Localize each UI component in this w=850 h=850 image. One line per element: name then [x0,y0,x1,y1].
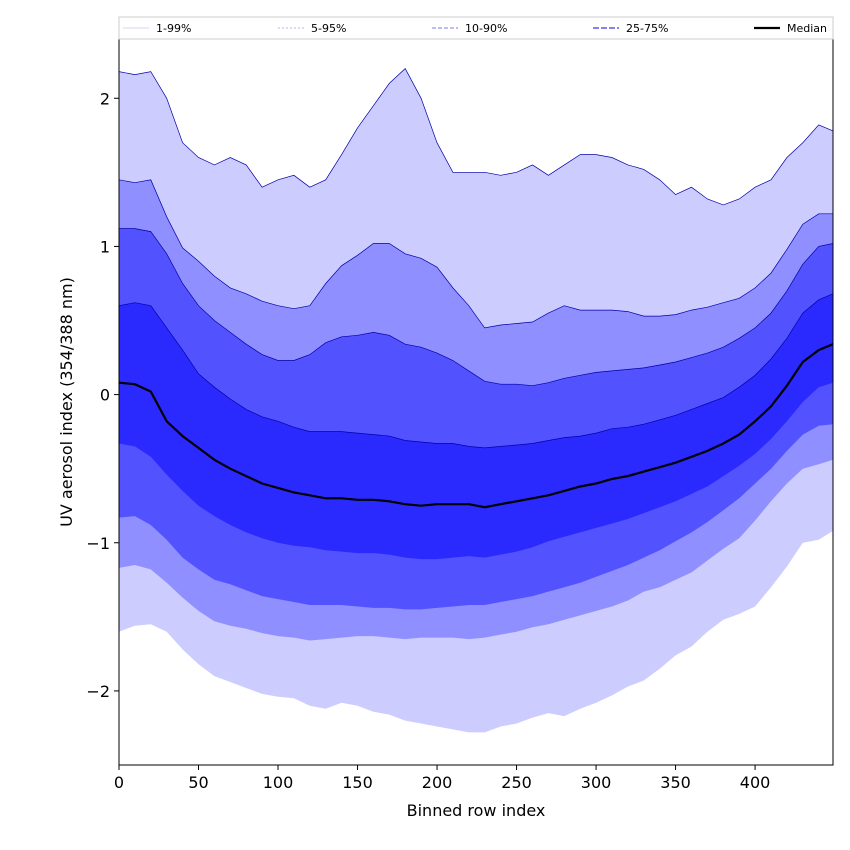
legend-label-0: 1-99% [156,22,191,35]
y-tick-label: 1 [100,237,110,256]
x-tick-label: 100 [263,773,294,792]
y-ticks: −2 −1 0 1 2 [86,89,119,701]
median-layer [118,343,834,509]
x-tick-label: 300 [581,773,612,792]
bands [118,68,834,733]
band-10-90-upper-edge [119,228,834,387]
x-tick-label: 400 [740,773,771,792]
y-tick-label: 0 [100,386,110,405]
legend-label-3: 25-75% [626,22,668,35]
x-axis-label: Binned row index [407,801,546,820]
band-1-99-upper-edge [118,68,834,206]
median-line [118,343,834,509]
legend-label-1: 5-95% [311,22,346,35]
x-tick-label: 200 [422,773,453,792]
y-axis-label: UV aerosol index (354/388 nm) [57,277,76,527]
x-tick-label: 150 [342,773,373,792]
y-tick-label: −1 [86,534,110,553]
legend-label-2: 10-90% [465,22,507,35]
band-25-75-upper-edge [118,293,834,449]
y-tick-label: 2 [100,89,110,108]
x-ticks: 0 50 100 150 200 250 300 350 400 [114,765,770,792]
band-5-95-upper-edge [118,179,833,329]
x-tick-label: 50 [188,773,208,792]
y-tick-label: −2 [86,682,110,701]
legend-label-4: Median [787,22,827,35]
x-tick-label: 350 [660,773,691,792]
x-tick-label: 250 [501,773,532,792]
legend: 1-99% 5-95% 10-90% 25-75% Median [118,16,834,40]
legend-box [118,16,834,40]
x-tick-label: 0 [114,773,124,792]
